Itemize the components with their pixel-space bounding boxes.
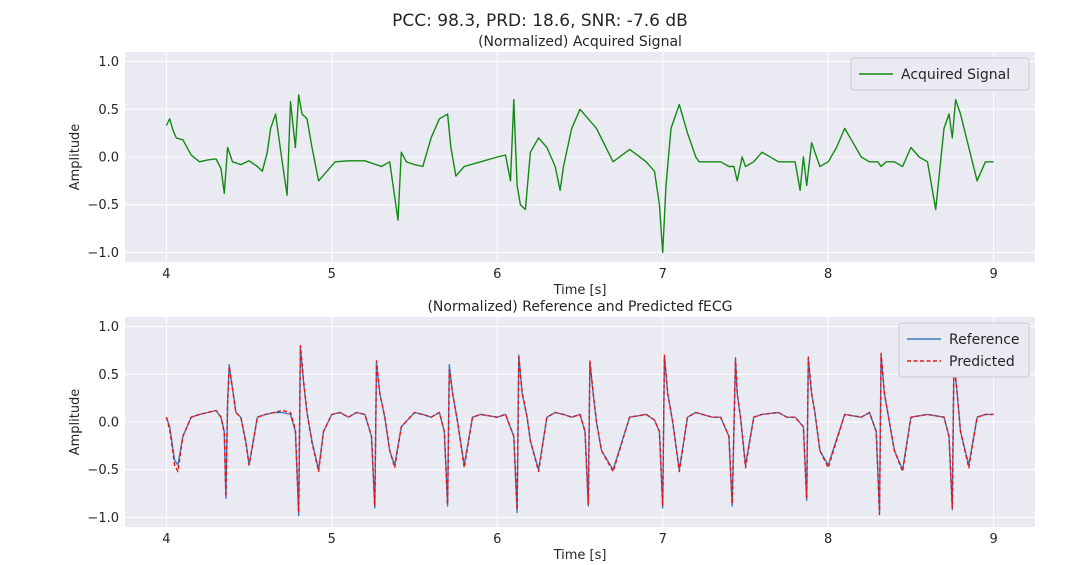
fecg-y-tick-label: −0.5 bbox=[87, 463, 119, 478]
acquired-y-axis-label: Amplitude bbox=[68, 124, 83, 191]
fecg-x-tick-label: 8 bbox=[824, 532, 832, 547]
acquired-signal-panel: 4 5 6 7 8 9 −1.0 −0.5 0.0 0.5 1.0 (Normalized) Acqu… bbox=[68, 34, 1035, 298]
fecg-x-tick-label: 6 bbox=[493, 532, 501, 547]
fecg-legend-label: Predicted bbox=[949, 354, 1015, 370]
fecg-series-predicted-line bbox=[165, 344, 994, 516]
fecg-legend-box bbox=[898, 322, 1030, 378]
fecg-y-tick-label: 0.5 bbox=[98, 368, 119, 383]
fecg-legend-label: Reference bbox=[949, 332, 1020, 348]
acquired-title: (Normalized) Acquired Signal bbox=[478, 34, 682, 50]
fecg-y-tick-label: 1.0 bbox=[98, 320, 119, 335]
fecg-comparison-panel: 4 5 6 7 8 9 −1.0 −0.5 0.0 0.5 1.0 (Normalized) Refe… bbox=[68, 299, 1035, 563]
fecg-y-tick-label: −1.0 bbox=[87, 511, 119, 526]
fecg-x-tick-label: 5 bbox=[328, 532, 336, 547]
fecg-x-tick-label: 4 bbox=[162, 532, 170, 547]
acquired-y-tick-label: 1.0 bbox=[98, 55, 119, 70]
acquired-legend-label: Acquired Signal bbox=[901, 67, 1010, 83]
acquired-x-tick-label: 5 bbox=[328, 267, 336, 282]
acquired-x-tick-label: 9 bbox=[989, 267, 997, 282]
fecg-title: (Normalized) Reference and Predicted fEC… bbox=[427, 299, 732, 315]
acquired-x-axis-label: Time [s] bbox=[553, 283, 607, 298]
fecg-y-tick-label: 0.0 bbox=[98, 416, 119, 431]
fecg-x-tick-label: 9 bbox=[989, 532, 997, 547]
acquired-x-tick-label: 4 bbox=[162, 267, 170, 282]
acquired-y-tick-label: −1.0 bbox=[87, 246, 119, 261]
acquired-x-tick-label: 8 bbox=[824, 267, 832, 282]
fecg-x-tick-label: 7 bbox=[659, 532, 667, 547]
acquired-x-tick-label: 7 bbox=[659, 267, 667, 282]
figure-suptitle: PCC: 98.3, PRD: 18.6, SNR: -7.6 dB bbox=[392, 11, 688, 31]
acquired-y-tick-label: 0.5 bbox=[98, 103, 119, 118]
acquired-x-tick-label: 6 bbox=[493, 267, 501, 282]
acquired-y-tick-label: 0.0 bbox=[98, 151, 119, 166]
fecg-y-axis-label: Amplitude bbox=[68, 389, 83, 456]
fecg-x-axis-label: Time [s] bbox=[553, 548, 607, 563]
acquired-series-acquired-signal-line bbox=[165, 94, 994, 254]
acquired-y-tick-label: −0.5 bbox=[87, 198, 119, 213]
acquired-legend-box bbox=[850, 57, 1030, 91]
